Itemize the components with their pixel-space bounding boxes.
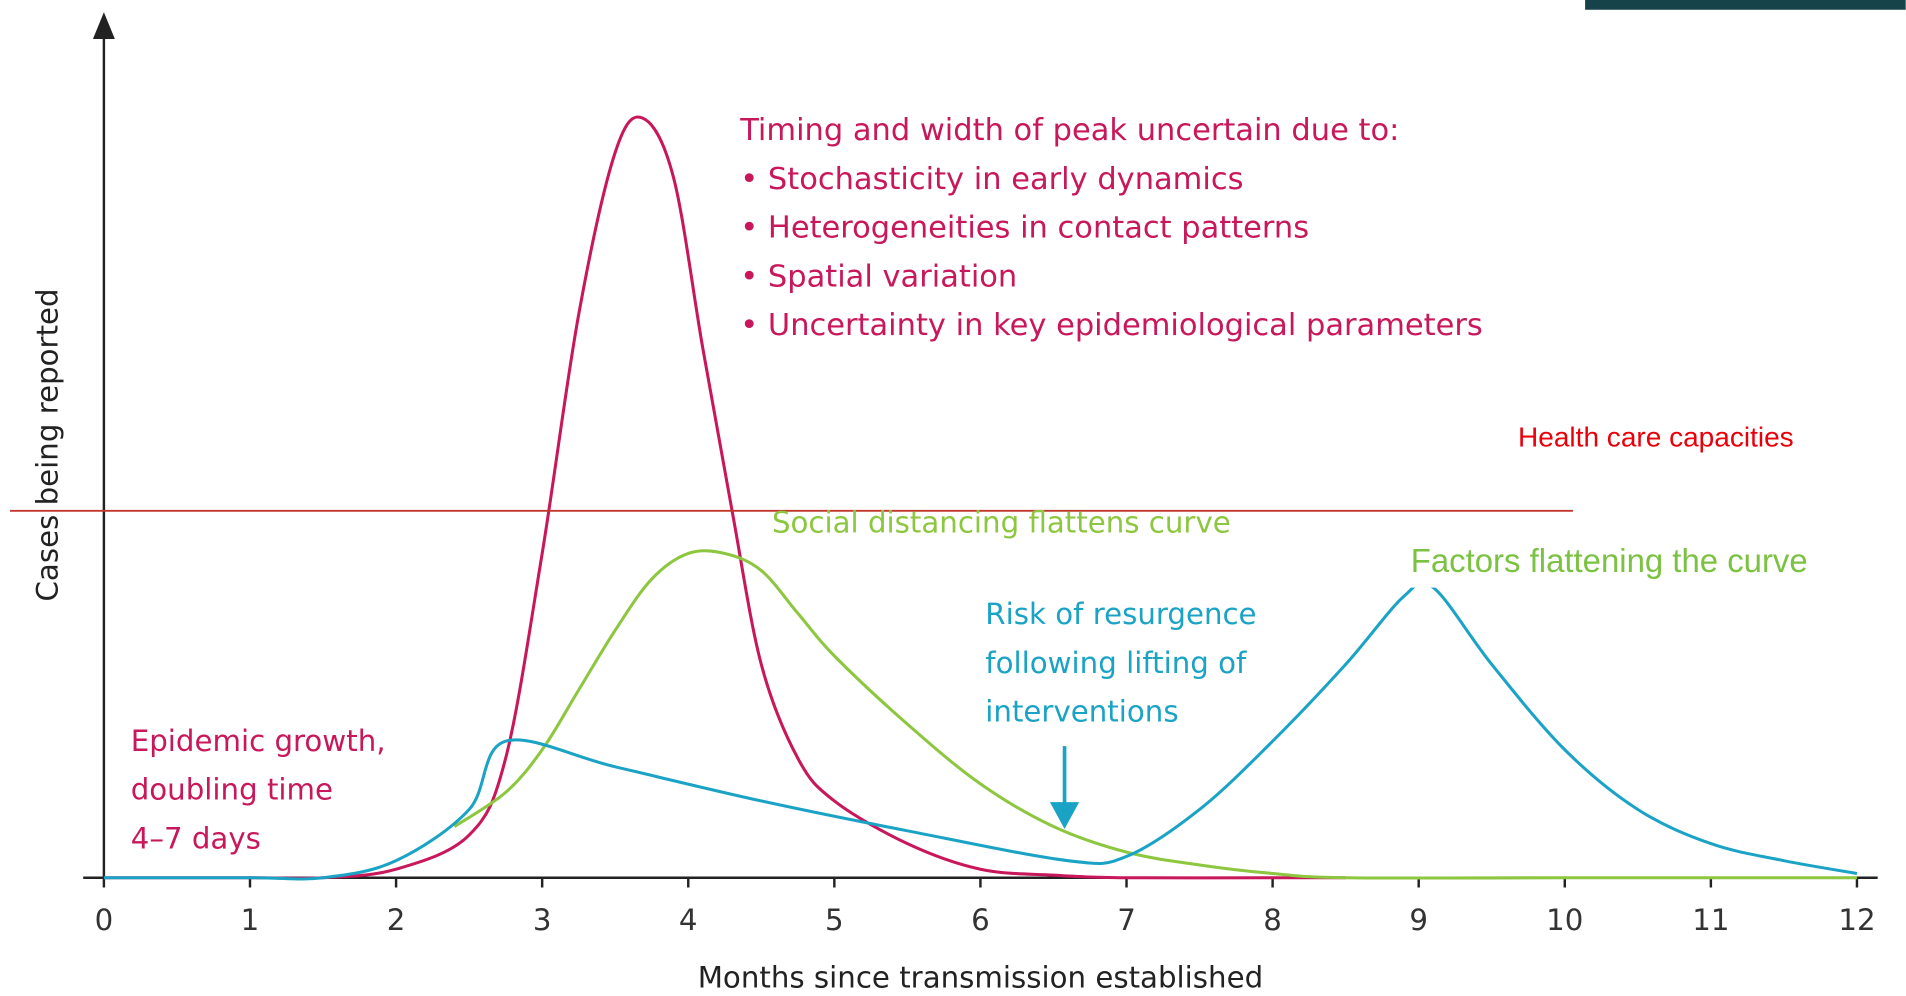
x-tick-label: 8 [1263,903,1282,937]
annotation-text: doubling time [131,773,333,807]
x-tick-label: 11 [1692,903,1729,937]
x-tick-label: 4 [679,903,698,937]
annotation-text: following lifting of [985,646,1247,680]
annotation-text: Factors flattening the curve [1411,542,1808,579]
x-tick-label: 12 [1838,903,1875,937]
page: {"chart_data": { "type": "line", "xlabel… [0,0,1906,996]
x-tick-label: 7 [1117,903,1136,937]
corner-image [1585,0,1906,10]
annotation-text: interventions [985,695,1178,729]
annotation-text: Risk of resurgence [985,597,1256,631]
x-tick-label: 3 [533,903,552,937]
annotation-text: Social distancing flattens curve [772,506,1231,540]
annotation-text: 4–7 days [131,821,261,855]
chart: Cases being reported Months since transm… [0,0,1906,996]
annotation-text: • Uncertainty in key epidemiological par… [740,308,1482,343]
x-tick-label: 10 [1546,903,1583,937]
x-tick-label: 1 [241,903,260,937]
annotation-text: • Stochasticity in early dynamics [740,162,1243,197]
annotation-text: • Heterogeneities in contact patterns [740,211,1309,246]
x-tick-label: 9 [1409,903,1428,937]
x-tick-label: 5 [825,903,844,937]
annotation-text: • Spatial variation [740,259,1017,294]
y-axis-arrow [93,12,115,39]
x-tick-label: 6 [971,903,990,937]
x-tick-label: 2 [387,903,406,937]
reference-label: Health care capacities [1518,421,1794,452]
annotation-text: Timing and width of peak uncertain due t… [739,113,1399,148]
y-axis-label: Cases being reported [31,288,65,601]
x-axis-label: Months since transmission established [698,960,1263,994]
annotation-text: Epidemic growth, [131,724,386,758]
x-tick-label: 0 [95,903,114,937]
annotation-arrowhead [1050,802,1079,829]
